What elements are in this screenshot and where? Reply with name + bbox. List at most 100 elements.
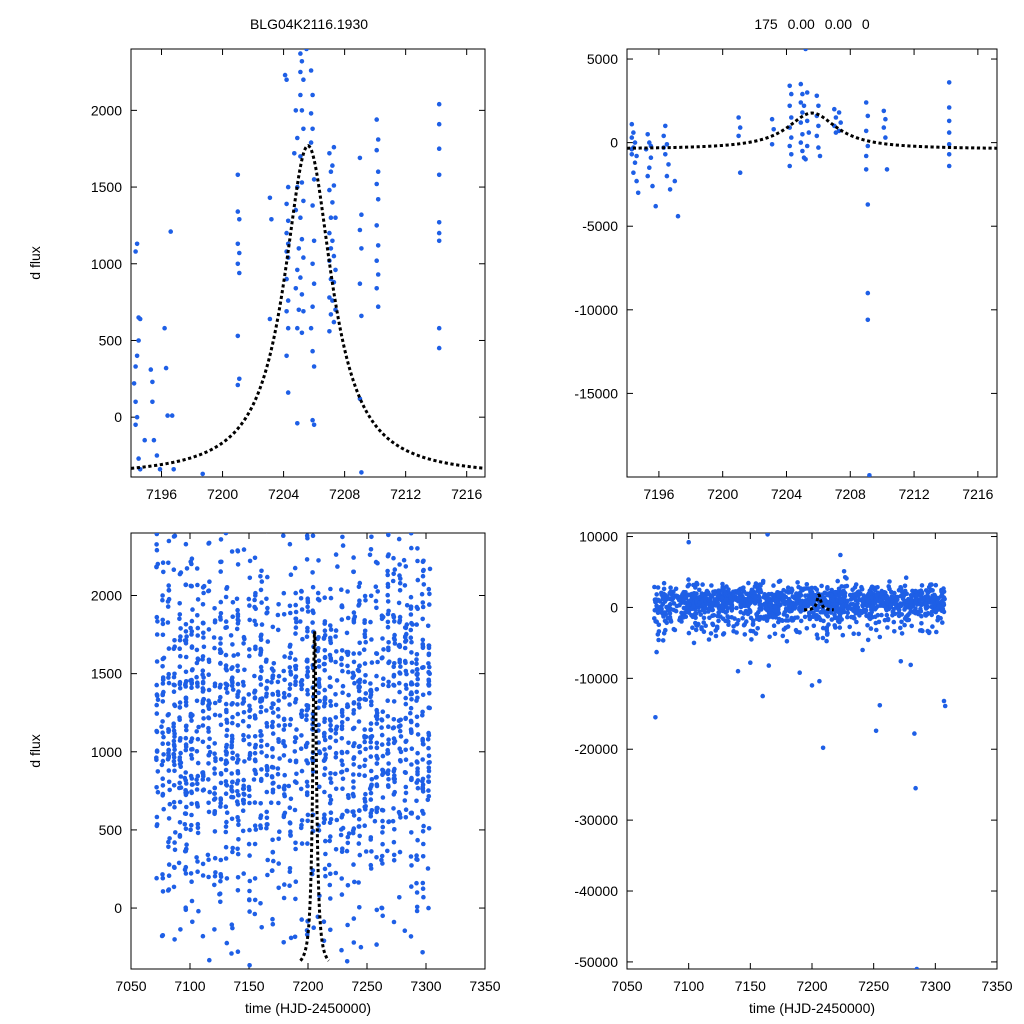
data-point [403, 757, 409, 762]
data-point [693, 627, 699, 633]
data-point [339, 736, 345, 741]
data-point [359, 212, 364, 217]
y-tick-label: -50000 [574, 954, 618, 970]
data-point [385, 572, 391, 578]
data-point [686, 582, 692, 587]
data-point [800, 132, 805, 137]
data-point [212, 712, 218, 718]
y-tick-label: 0 [114, 900, 122, 916]
data-point [808, 591, 814, 596]
data-point [183, 669, 189, 675]
data-point [276, 673, 282, 679]
y-axis-label: d flux [27, 246, 43, 279]
data-point [357, 524, 362, 529]
data-point [195, 597, 201, 602]
data-point [252, 911, 258, 917]
data-point [811, 610, 816, 615]
data-point [287, 467, 292, 472]
data-point [369, 637, 374, 642]
data-point [426, 788, 431, 793]
data-point [296, 246, 302, 251]
data-point [200, 620, 206, 626]
data-point [664, 173, 670, 179]
data-point [723, 597, 729, 602]
data-point [305, 609, 311, 614]
data-point [699, 626, 704, 632]
data-point [328, 246, 334, 251]
data-point [298, 69, 303, 75]
data-point [804, 626, 810, 631]
data-point [908, 603, 914, 609]
data-point [241, 871, 246, 876]
data-point [351, 518, 356, 523]
data-point [816, 123, 821, 129]
data-point [379, 655, 385, 661]
data-point [861, 594, 867, 599]
data-point [380, 818, 385, 824]
data-point [136, 338, 141, 343]
data-point [812, 585, 818, 591]
data-point [368, 754, 374, 759]
data-point [269, 723, 275, 729]
data-point [794, 599, 799, 605]
data-point [327, 295, 332, 300]
data-point [426, 760, 432, 765]
data-point [265, 857, 271, 863]
data-point [189, 898, 195, 904]
data-point [391, 768, 397, 774]
data-point [178, 774, 184, 779]
data-point [293, 590, 299, 596]
data-point [869, 609, 874, 615]
data-point [840, 609, 846, 615]
data-point [293, 609, 299, 615]
data-point [698, 612, 703, 617]
data-point [865, 290, 871, 296]
data-point [835, 578, 840, 584]
data-point [374, 223, 380, 228]
data-point [134, 353, 140, 359]
data-point [298, 746, 304, 751]
data-point [276, 836, 282, 842]
data-point [362, 733, 367, 739]
data-point [275, 612, 281, 618]
data-point [863, 609, 868, 614]
data-point [941, 609, 947, 615]
data-point [709, 583, 714, 588]
model-curve [131, 144, 485, 470]
data-point [362, 679, 368, 684]
data-point [339, 892, 345, 897]
data-point [308, 140, 314, 145]
data-point [327, 793, 333, 799]
data-point [397, 580, 403, 586]
y-tick-label: 1000 [91, 744, 122, 760]
data-point [298, 275, 303, 280]
data-point [328, 927, 333, 933]
data-point [293, 657, 298, 662]
data-point [425, 797, 431, 803]
data-point [391, 858, 397, 863]
data-point [374, 673, 379, 679]
x-tick-label: 7300 [410, 978, 441, 994]
data-point [807, 616, 813, 622]
data-point [270, 731, 276, 736]
data-point [264, 610, 269, 616]
data-point [282, 72, 288, 78]
data-point [172, 533, 178, 539]
data-point [420, 568, 426, 574]
data-point [223, 663, 229, 668]
data-point [172, 671, 177, 677]
data-point [391, 839, 397, 845]
data-point [403, 463, 408, 468]
data-point [275, 627, 281, 633]
data-point [155, 619, 160, 624]
data-point [925, 628, 930, 634]
data-point [436, 325, 442, 331]
data-point [281, 717, 287, 723]
data-point [264, 691, 269, 696]
data-point [339, 947, 344, 953]
data-point [339, 720, 345, 725]
data-point [396, 600, 402, 606]
data-point [867, 591, 873, 596]
data-point [357, 580, 363, 586]
data-point [333, 634, 338, 639]
